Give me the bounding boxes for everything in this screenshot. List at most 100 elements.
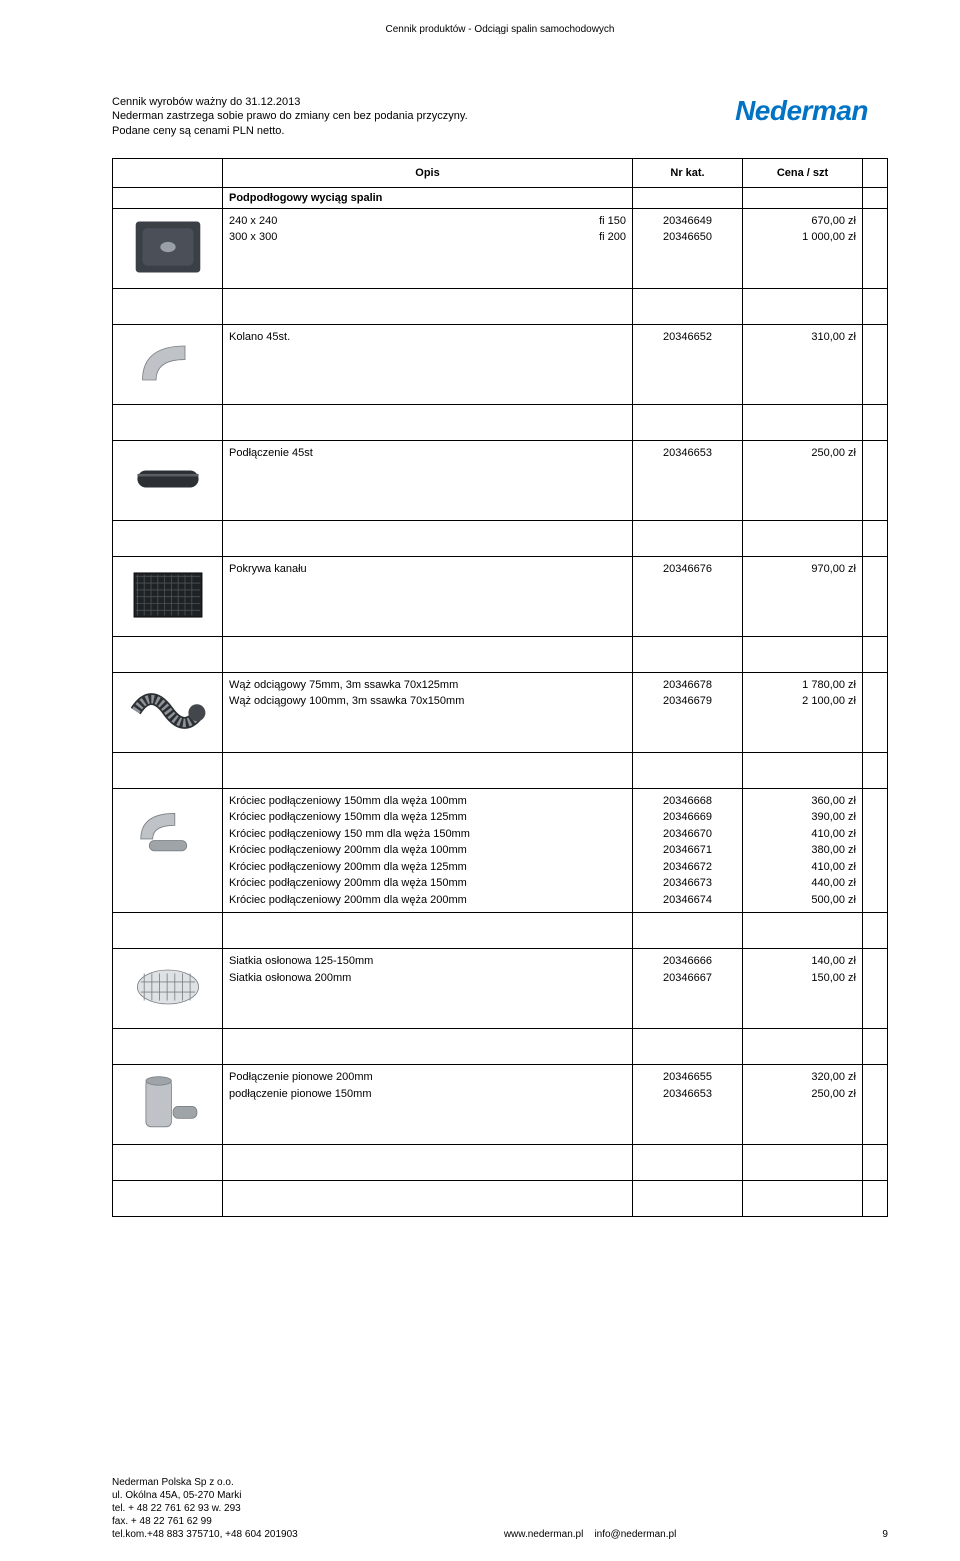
product-image	[113, 949, 223, 1029]
spacer-cell	[863, 404, 888, 440]
opis-line: Króciec podłączeniowy 150 mm dla węża 15…	[229, 826, 626, 843]
spacer-cell	[223, 520, 633, 556]
spacer-cell	[743, 288, 863, 324]
cena-line: 410,00 zł	[749, 859, 856, 876]
product-nr: 20346676	[633, 556, 743, 636]
product-tail	[863, 324, 888, 404]
opis-line: Króciec podłączeniowy 150mm dla węża 125…	[229, 809, 626, 826]
nr-line: 20346652	[639, 329, 736, 346]
nr-line: 20346650	[639, 229, 736, 246]
product-tail	[863, 1065, 888, 1145]
product-nr: 20346653	[633, 440, 743, 520]
spacer-cell	[633, 1145, 743, 1181]
spacer-cell	[113, 636, 223, 672]
spacer-cell	[743, 520, 863, 556]
netto-line: Podane ceny są cenami PLN netto.	[112, 124, 468, 138]
opis-a: Króciec podłączeniowy 200mm dla węża 200…	[229, 892, 467, 909]
cena-line: 140,00 zł	[749, 953, 856, 970]
product-row: 240 x 240fi 150300 x 300fi 2002034664920…	[113, 208, 888, 288]
product-cena: 310,00 zł	[743, 324, 863, 404]
page: Cennik produktów - Odciągi spalin samoch…	[0, 0, 960, 1561]
product-row: Króciec podłączeniowy 150mm dla węża 100…	[113, 788, 888, 913]
product-tail	[863, 208, 888, 288]
opis-b: fi 150	[599, 213, 626, 230]
spacer-cell	[113, 913, 223, 949]
spacer-cell	[223, 288, 633, 324]
cena-line: 310,00 zł	[749, 329, 856, 346]
nr-line: 20346669	[639, 809, 736, 826]
section-title: Podpodłogowy wyciąg spalin	[223, 187, 633, 208]
product-cena: 1 780,00 zł2 100,00 zł	[743, 672, 863, 752]
spacer-cell	[863, 520, 888, 556]
spacer-cell	[113, 404, 223, 440]
footer-fax: fax. + 48 22 761 62 99	[112, 1515, 888, 1528]
spacer-cell	[633, 752, 743, 788]
product-cena: 250,00 zł	[743, 440, 863, 520]
product-cena: 320,00 zł250,00 zł	[743, 1065, 863, 1145]
section-tail-blank	[863, 187, 888, 208]
nr-line: 20346679	[639, 693, 736, 710]
spacer-row	[113, 636, 888, 672]
opis-a: Kolano 45st.	[229, 329, 290, 346]
valid-line: Cennik wyrobów ważny do 31.12.2013	[112, 95, 468, 109]
nr-line: 20346668	[639, 793, 736, 810]
product-image	[113, 788, 223, 913]
product-row: Podłączenie pionowe 200mmpodłączenie pio…	[113, 1065, 888, 1145]
product-nr: 2034667820346679	[633, 672, 743, 752]
opis-a: podłączenie pionowe 150mm	[229, 1086, 371, 1103]
spacer-cell	[113, 1145, 223, 1181]
spacer-cell	[633, 520, 743, 556]
opis-a: Podłączenie 45st	[229, 445, 313, 462]
cena-line: 2 100,00 zł	[749, 693, 856, 710]
opis-line: podłączenie pionowe 150mm	[229, 1086, 626, 1103]
opis-line: Króciec podłączeniowy 150mm dla węża 100…	[229, 793, 626, 810]
product-tail	[863, 788, 888, 913]
nr-line: 20346673	[639, 875, 736, 892]
product-image	[113, 1065, 223, 1145]
product-opis: 240 x 240fi 150300 x 300fi 200	[223, 208, 633, 288]
reserve-line: Nederman zastrzega sobie prawo do zmiany…	[112, 109, 468, 123]
spacer-cell	[863, 288, 888, 324]
section-nr-blank	[633, 187, 743, 208]
page-footer: Nederman Polska Sp z o.o. ul. Okólna 45A…	[112, 1476, 888, 1541]
footer-email: info@nederman.pl	[594, 1529, 676, 1540]
spacer-cell	[743, 1145, 863, 1181]
spacer-cell	[223, 1145, 633, 1181]
spacer-cell	[633, 636, 743, 672]
opis-a: Króciec podłączeniowy 150mm dla węża 125…	[229, 809, 467, 826]
opis-a: Siatkia osłonowa 125-150mm	[229, 953, 373, 970]
opis-line: Podłączenie pionowe 200mm	[229, 1069, 626, 1086]
product-nr: 2034666620346667	[633, 949, 743, 1029]
spacer-cell	[743, 1029, 863, 1065]
opis-a: Króciec podłączeniowy 150mm dla węża 100…	[229, 793, 467, 810]
nr-line: 20346672	[639, 859, 736, 876]
opis-line: 300 x 300fi 200	[229, 229, 626, 246]
cena-line: 150,00 zł	[749, 970, 856, 987]
product-nr: 2034665520346653	[633, 1065, 743, 1145]
opis-a: Wąż odciągowy 100mm, 3m ssawka 70x150mm	[229, 693, 464, 710]
spacer-cell	[633, 288, 743, 324]
product-row: Wąż odciągowy 75mm, 3m ssawka 70x125mmWą…	[113, 672, 888, 752]
nr-line: 20346667	[639, 970, 736, 987]
opis-a: Pokrywa kanału	[229, 561, 307, 578]
footer-bottom-row: tel.kom.+48 883 375710, +48 604 201903 w…	[112, 1528, 888, 1541]
nr-line: 20346649	[639, 213, 736, 230]
section-cena-blank	[743, 187, 863, 208]
spacer-cell	[863, 913, 888, 949]
trailing-row	[113, 1145, 888, 1181]
spacer-cell	[223, 1181, 633, 1217]
footer-addr: ul. Okólna 45A, 05-270 Marki	[112, 1489, 888, 1502]
cena-line: 1 000,00 zł	[749, 229, 856, 246]
spacer-cell	[743, 1181, 863, 1217]
spacer-row	[113, 288, 888, 324]
price-table: Opis Nr kat. Cena / szt Podpodłogowy wyc…	[112, 158, 888, 1218]
spacer-cell	[223, 1029, 633, 1065]
footer-page-no: 9	[882, 1528, 888, 1541]
product-opis: Kolano 45st.	[223, 324, 633, 404]
product-image	[113, 440, 223, 520]
opis-a: 300 x 300	[229, 229, 277, 246]
nr-line: 20346655	[639, 1069, 736, 1086]
nr-line: 20346676	[639, 561, 736, 578]
spacer-cell	[743, 404, 863, 440]
section-image-blank	[113, 187, 223, 208]
